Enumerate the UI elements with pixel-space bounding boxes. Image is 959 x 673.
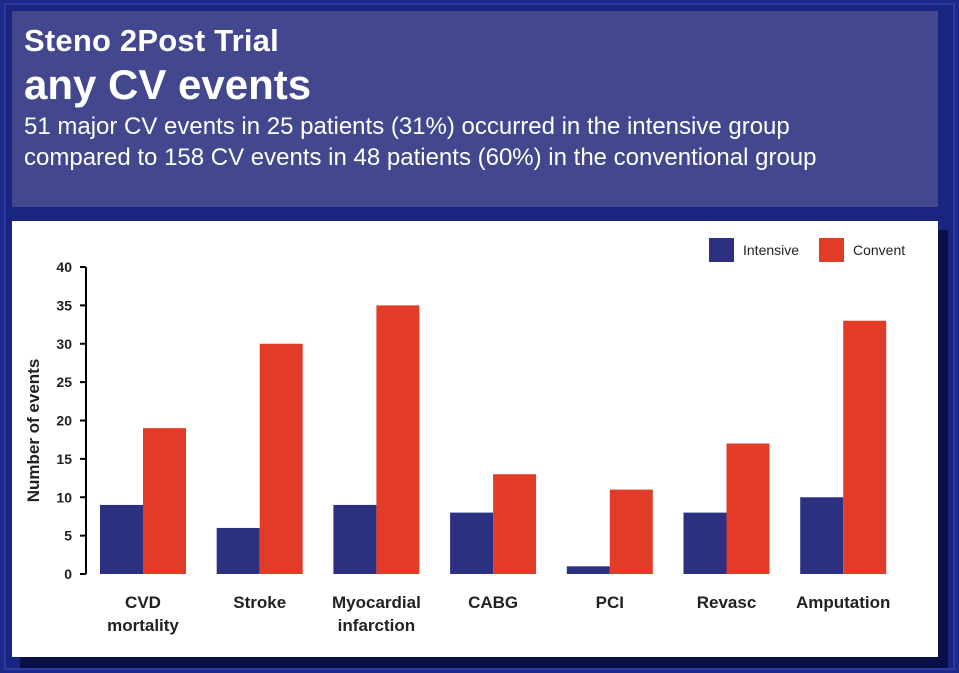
bar-conventional: [493, 474, 537, 574]
y-tick-label: 15: [56, 451, 72, 467]
page-title: any CV events: [24, 61, 312, 108]
summary-line-1: 51 major CV events in 25 patients (31%) …: [24, 113, 790, 140]
trial-title: Steno 2Post Trial: [24, 23, 279, 58]
bar-conventional: [376, 305, 420, 574]
summary-text: 51 major CV events in 25 patients (31%) …: [24, 111, 924, 173]
x-tick-label: PCI: [596, 593, 624, 612]
bar-conventional: [609, 489, 653, 574]
y-tick-label: 40: [56, 259, 72, 275]
x-tick-label: Amputation: [796, 593, 890, 612]
bar-intensive: [683, 512, 727, 574]
x-tick-label: infarction: [338, 616, 415, 635]
x-tick-label: Revasc: [697, 593, 757, 612]
y-tick-label: 30: [56, 336, 72, 352]
bar-conventional: [259, 343, 303, 574]
bar-chart: 0 5 10 15 20 25 30 35 40 Number of events CVD morta…: [24, 238, 905, 635]
bar-intensive: [216, 527, 260, 574]
bar-intensive: [450, 512, 494, 574]
y-tick-label: 0: [64, 566, 72, 582]
bar-conventional: [726, 443, 770, 574]
y-axis-title: Number of events: [24, 359, 43, 503]
y-tick-label: 10: [56, 489, 72, 505]
header-banner: Steno 2Post Trial any CV events 51 major…: [12, 11, 938, 207]
x-tick-label: mortality: [107, 616, 179, 635]
summary-line-2: compared to 158 CV events in 48 patients…: [24, 144, 817, 171]
bar-conventional: [843, 320, 887, 574]
x-tick-label: Stroke: [233, 593, 286, 612]
bar-conventional: [143, 428, 186, 574]
chart-panel: 0 5 10 15 20 25 30 35 40 Number of events CVD morta…: [12, 221, 938, 657]
bar-intensive: [566, 566, 610, 574]
y-tick-label: 25: [56, 374, 72, 390]
x-tick-label: CVD: [125, 593, 161, 612]
y-tick-label: 5: [64, 528, 72, 544]
bar-intensive: [100, 504, 143, 574]
y-tick-label: 20: [56, 413, 72, 429]
x-tick-label: CABG: [468, 593, 518, 612]
y-tick-label: 35: [56, 297, 72, 313]
legend-swatch-conventional: [819, 238, 844, 262]
bar-intensive: [333, 504, 377, 574]
legend-label-conventional: Convent: [853, 242, 905, 258]
bar-intensive: [800, 497, 844, 574]
x-tick-label: Myocardial: [332, 593, 421, 612]
legend-label-intensive: Intensive: [743, 242, 799, 258]
legend-swatch-intensive: [709, 238, 734, 262]
